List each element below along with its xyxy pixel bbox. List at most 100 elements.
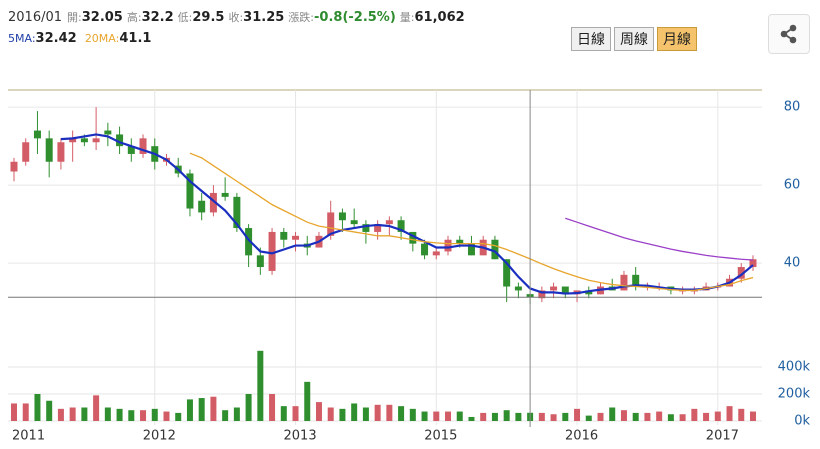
volume-bar xyxy=(151,408,158,421)
candle-body xyxy=(409,231,417,244)
candle-body xyxy=(57,142,65,162)
candle-body xyxy=(280,231,288,240)
ma-label: 5MA xyxy=(8,32,32,45)
quote-value: -0.8(-2.5%) xyxy=(314,10,396,25)
candle-body xyxy=(749,259,757,268)
period-tabs: 日線 周線 月線 xyxy=(571,27,697,51)
volume-bar xyxy=(714,411,721,421)
candle-body xyxy=(22,142,30,162)
volume-bar xyxy=(562,412,569,421)
volume-bar xyxy=(679,414,686,421)
volume-bar xyxy=(304,381,311,421)
candle-body xyxy=(268,231,276,271)
volume-bar xyxy=(738,408,745,421)
volume-bar xyxy=(574,408,581,421)
candle-body xyxy=(45,138,53,162)
volume-bar xyxy=(667,414,674,421)
candle-body xyxy=(80,138,88,143)
quote-value: 32.05 xyxy=(81,10,123,25)
period-tab[interactable]: 日線 xyxy=(571,27,611,51)
volume-bar xyxy=(22,403,29,421)
candle-body xyxy=(385,220,393,225)
candle-body xyxy=(198,200,206,213)
candle-body xyxy=(432,251,440,256)
period-tab[interactable]: 月線 xyxy=(657,27,697,51)
ma-line xyxy=(60,133,754,295)
volume-bar xyxy=(233,407,240,421)
volume-bar xyxy=(609,407,616,421)
volume-bar xyxy=(128,410,135,421)
candle-body xyxy=(444,239,452,252)
y-tick-label: 60 xyxy=(784,178,801,193)
volume-bar xyxy=(691,408,698,421)
volume-bar xyxy=(140,410,147,421)
colon: : xyxy=(115,32,120,45)
x-tick-label: 2016 xyxy=(565,429,598,444)
candle-body xyxy=(514,286,522,291)
y-tick-label: 40 xyxy=(784,256,801,271)
volume-bar xyxy=(374,404,381,421)
candle-body xyxy=(550,286,558,291)
volume-bar xyxy=(257,350,264,421)
volume-bar xyxy=(456,411,463,421)
candle-body xyxy=(245,228,253,256)
volume-bar xyxy=(339,408,346,421)
volume-bar xyxy=(269,394,276,421)
candle-body xyxy=(338,212,346,221)
volume-bar xyxy=(632,412,639,421)
volume-bar xyxy=(198,398,205,421)
candle-body xyxy=(538,290,546,299)
volume-bar xyxy=(222,410,229,421)
candle-body xyxy=(561,286,569,295)
candle-body xyxy=(327,212,335,236)
candle-body xyxy=(397,220,405,232)
quote-date: 2016/01 xyxy=(8,10,63,25)
quote-label: 高: xyxy=(126,11,142,24)
volume-bar xyxy=(351,403,358,421)
candle-body xyxy=(33,130,41,139)
volume-bar xyxy=(81,407,88,421)
volume-bar xyxy=(362,407,369,421)
candle-body xyxy=(139,138,147,154)
candle-body xyxy=(292,235,300,240)
volume-bar xyxy=(186,399,193,421)
volume-bar xyxy=(749,411,756,421)
candle-body xyxy=(362,224,370,232)
period-tab[interactable]: 周線 xyxy=(614,27,654,51)
volume-bar xyxy=(726,406,733,421)
volume-bar xyxy=(656,411,663,421)
quote-value: 29.5 xyxy=(192,10,225,25)
quote-value: 31.25 xyxy=(243,10,285,25)
volume-bar xyxy=(445,411,452,421)
quote-label: 低: xyxy=(177,11,193,24)
volume-bar xyxy=(34,394,41,421)
volume-bar xyxy=(433,411,440,421)
quote-label: 漲跌: xyxy=(288,11,315,24)
ma-line: 5MA:32.42 20MA:41.1 xyxy=(8,31,155,46)
volume-tick-label: 400k xyxy=(778,360,811,375)
candle-body xyxy=(233,196,241,229)
volume-tick-label: 200k xyxy=(778,387,811,402)
x-tick-label: 2013 xyxy=(284,429,317,444)
candle-body xyxy=(632,274,640,287)
x-tick-label: 2017 xyxy=(706,429,739,444)
ma-label: 20MA xyxy=(84,32,116,45)
volume-bar xyxy=(116,408,123,421)
volume-bar xyxy=(93,395,100,421)
share-button[interactable] xyxy=(768,14,810,54)
candle-body xyxy=(256,255,264,268)
quote-value: 61,062 xyxy=(414,10,465,25)
volume-bar xyxy=(280,406,287,421)
volume-bar xyxy=(703,412,710,421)
volume-bar xyxy=(315,402,322,421)
quote-line: 2016/01 開:32.05 高:32.2 低:29.5 收:31.25 漲跌:-0.8… xyxy=(8,9,469,25)
volume-bar xyxy=(57,408,64,421)
candle-body xyxy=(186,173,194,209)
quote-label: 收: xyxy=(228,11,244,24)
volume-bar xyxy=(644,412,651,421)
volume-bar xyxy=(409,408,416,421)
volume-bar xyxy=(550,414,557,421)
candle-body xyxy=(104,130,112,135)
volume-bar xyxy=(515,412,522,421)
volume-bar xyxy=(480,412,487,421)
